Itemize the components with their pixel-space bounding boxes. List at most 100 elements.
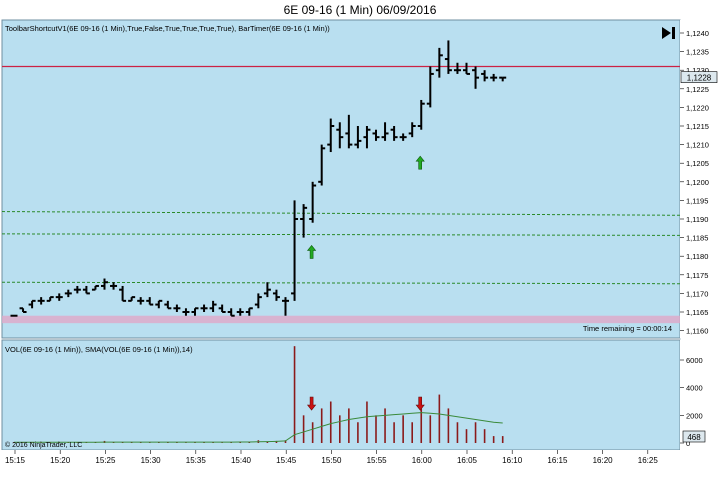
price-tick-label: 1,1215 (686, 122, 709, 131)
time-remaining-label: Time remaining = 00:00:14 (583, 324, 672, 333)
price-tick-label: 1,1220 (686, 103, 709, 112)
ohlc-bar (55, 293, 63, 301)
ohlc-bar (435, 47, 443, 78)
ohlc-bar (155, 299, 163, 309)
ohlc-bar (300, 204, 308, 238)
ohlc-bar (101, 278, 108, 290)
ohlc-bar (236, 308, 244, 316)
down-arrow-icon (306, 396, 317, 411)
horizontal-lines (1, 65, 681, 285)
ohlc-bar (481, 70, 489, 82)
time-tick-label: 16:25 (638, 456, 659, 465)
time-tick-label: 15:30 (141, 456, 162, 465)
ohlc-bar (254, 293, 262, 309)
ohlc-bar (490, 73, 498, 82)
volume-tick-label: 0 (686, 439, 690, 448)
dashed-level-line (1, 233, 681, 236)
dashed-level-line (1, 281, 681, 285)
volume-panel[interactable] (1, 339, 681, 451)
ohlc-bar (372, 129, 380, 141)
ohlc-bar (28, 299, 36, 309)
price-tick-label: 1,1240 (686, 29, 709, 38)
price-panel[interactable] (1, 19, 681, 339)
ohlc-bar (318, 144, 326, 186)
ohlc-bar (73, 285, 81, 294)
ohlc-bar (128, 296, 136, 302)
copyright-label: © 2016 NinjaTrader, LLC (5, 441, 82, 449)
ohlc-bar (345, 114, 353, 149)
time-axis[interactable] (0, 450, 720, 482)
price-bars (10, 40, 507, 317)
price-tick-label: 1,1190 (686, 215, 708, 224)
volume-bars (13, 346, 504, 443)
svg-text:468: 468 (687, 433, 701, 442)
svg-text:1,1228: 1,1228 (687, 74, 712, 83)
price-tick-label: 1,1205 (686, 159, 709, 168)
up-arrow-icon (306, 244, 317, 259)
time-tick-label: 15:45 (276, 456, 297, 465)
ohlc-bar (408, 122, 416, 138)
time-tick-label: 16:20 (593, 456, 614, 465)
ohlc-bar (137, 297, 145, 305)
volume-tick-label: 6000 (686, 356, 703, 365)
volume-tick-labels: 6000 4000 2000 0 (680, 356, 703, 448)
ohlc-bar (64, 289, 72, 298)
time-tick-label: 15:50 (321, 456, 342, 465)
window-title: 6E 09-16 (1 Min) 06/09/2016 (0, 0, 720, 20)
ohlc-bar (363, 126, 371, 149)
price-tick-labels: 1,1240 1,1235 1,1230 1,1225 1,1220 1,1215 1,12… (680, 29, 709, 336)
price-tick-label: 1,1225 (686, 85, 709, 94)
ohlc-bar (453, 62, 461, 74)
ohlc-bar (472, 66, 480, 89)
ohlc-bar (19, 307, 27, 313)
ohlc-bar (354, 126, 362, 149)
time-tick-label: 16:05 (457, 456, 478, 465)
ohlc-bar (46, 296, 54, 302)
time-tick-label: 15:25 (95, 456, 116, 465)
ohlc-bar (218, 304, 226, 313)
ohlc-bar (309, 181, 317, 223)
ohlc-bar (173, 304, 181, 312)
price-tick-label: 1,1210 (686, 141, 709, 150)
ohlc-bar (272, 289, 280, 301)
ohlc-bar (381, 122, 389, 141)
up-arrow-icon (415, 155, 425, 170)
ohlc-bar (426, 66, 434, 108)
ohlc-bar (282, 297, 289, 316)
price-tick-label: 1,1160 (686, 327, 708, 336)
ohlc-bar (200, 304, 208, 312)
ohlc-bar (327, 118, 335, 153)
price-band (2, 315, 680, 324)
volume-tick-label: 4000 (686, 384, 703, 393)
time-tick-label: 16:00 (412, 456, 433, 465)
current-volume-marker: 468 (682, 430, 706, 443)
price-tick-label: 1,1195 (686, 196, 708, 205)
ohlc-bar (444, 40, 452, 74)
current-price-marker: 1,1228 (680, 71, 718, 83)
ohlc-bar (499, 76, 507, 82)
volume-indicator-label: VOL(6E 09-16 (1 Min)), SMA(VOL(6E 09-16 … (5, 345, 193, 354)
ohlc-bar (390, 126, 398, 141)
ohlc-bar (164, 300, 172, 310)
play-end-icon[interactable] (662, 27, 675, 39)
time-tick-label: 16:15 (547, 456, 568, 465)
ohlc-bar (417, 99, 425, 130)
ohlc-bar (463, 62, 470, 75)
ohlc-bar (82, 285, 90, 295)
time-tick-label: 15:55 (367, 456, 388, 465)
ohlc-bar (263, 282, 271, 298)
price-tick-label: 1,1235 (686, 48, 709, 57)
time-tick-label: 16:10 (502, 456, 523, 465)
ohlc-bar (110, 282, 118, 290)
price-indicator-label: ToolbarShortcutV1(6E 09-16 (1 Min),True,… (5, 24, 330, 33)
ohlc-bar (191, 307, 199, 316)
sma-line (14, 412, 503, 443)
price-tick-label: 1,1165 (686, 308, 708, 317)
ohlc-bar (336, 122, 344, 149)
price-tick-label: 1,1170 (686, 289, 708, 298)
ohlc-bar (399, 133, 407, 141)
ohlc-bar (245, 307, 253, 316)
dashed-level-line (1, 211, 681, 216)
time-tick-label: 15:15 (5, 456, 26, 465)
